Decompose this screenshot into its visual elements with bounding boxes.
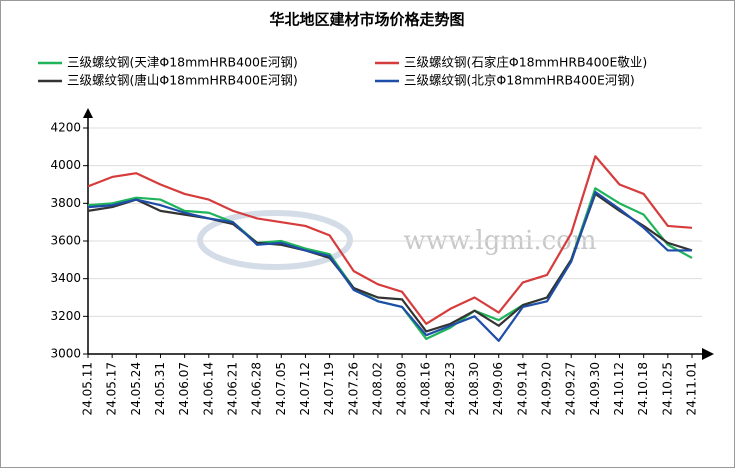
- x-tick-label: 24.06.28: [250, 362, 264, 415]
- x-tick-label: 24.06.21: [225, 362, 239, 415]
- series-line: [87, 190, 692, 342]
- x-tick-label: 24.09.14: [515, 362, 529, 415]
- x-tick-label: 24.11.01: [685, 362, 699, 415]
- y-tick-label: 4200: [50, 121, 81, 135]
- legend-label: 三级螺纹钢(北京Φ18mmHRB400E河钢): [404, 73, 635, 88]
- x-tick-label: 24.05.24: [129, 362, 143, 415]
- y-tick-label: 4000: [50, 158, 81, 172]
- y-tick-label: 3400: [50, 271, 81, 285]
- x-tick-label: 24.07.05: [274, 362, 288, 415]
- x-tick-label: 24.09.06: [491, 362, 505, 415]
- y-tick-label: 3600: [50, 234, 81, 248]
- y-arrow: [83, 108, 93, 118]
- x-tick-label: 24.07.19: [322, 362, 336, 415]
- x-tick-label: 24.05.31: [153, 362, 167, 415]
- watermark-logo: [197, 210, 353, 270]
- y-tick-label: 3200: [50, 309, 81, 323]
- x-tick-label: 24.08.09: [395, 362, 409, 415]
- x-tick-label: 24.09.27: [564, 362, 578, 415]
- x-tick-label: 24.08.23: [443, 362, 457, 415]
- x-tick-label: 24.10.12: [612, 362, 626, 415]
- x-tick-label: 24.06.14: [201, 362, 215, 415]
- x-tick-label: 24.10.25: [660, 362, 674, 415]
- x-tick-label: 24.05.11: [81, 362, 95, 415]
- x-arrow: [702, 348, 714, 360]
- x-tick-label: 24.07.12: [298, 362, 312, 415]
- x-tick-label: 24.06.07: [177, 362, 191, 415]
- x-tick-label: 24.08.30: [467, 362, 481, 415]
- chart-title: 华北地区建材市场价格走势图: [269, 11, 464, 29]
- series-line: [87, 155, 693, 325]
- x-tick-label: 24.05.17: [105, 362, 119, 415]
- y-tick-label: 3800: [50, 196, 81, 210]
- legend-label: 三级螺纹钢(唐山Φ18mmHRB400E河钢): [67, 73, 298, 88]
- legend-label: 三级螺纹钢(天津Φ18mmHRB400E河钢): [67, 55, 298, 70]
- x-tick-label: 24.09.20: [540, 362, 554, 415]
- x-tick-label: 24.08.16: [419, 362, 433, 415]
- x-tick-label: 24.07.26: [346, 362, 360, 415]
- legend-label: 三级螺纹钢(石家庄Φ18mmHRB400E敬业): [404, 55, 647, 70]
- y-tick-label: 3000: [50, 347, 81, 361]
- x-tick-label: 24.08.02: [370, 362, 384, 415]
- x-tick-label: 24.10.18: [636, 362, 650, 415]
- x-tick-label: 24.09.30: [588, 362, 602, 415]
